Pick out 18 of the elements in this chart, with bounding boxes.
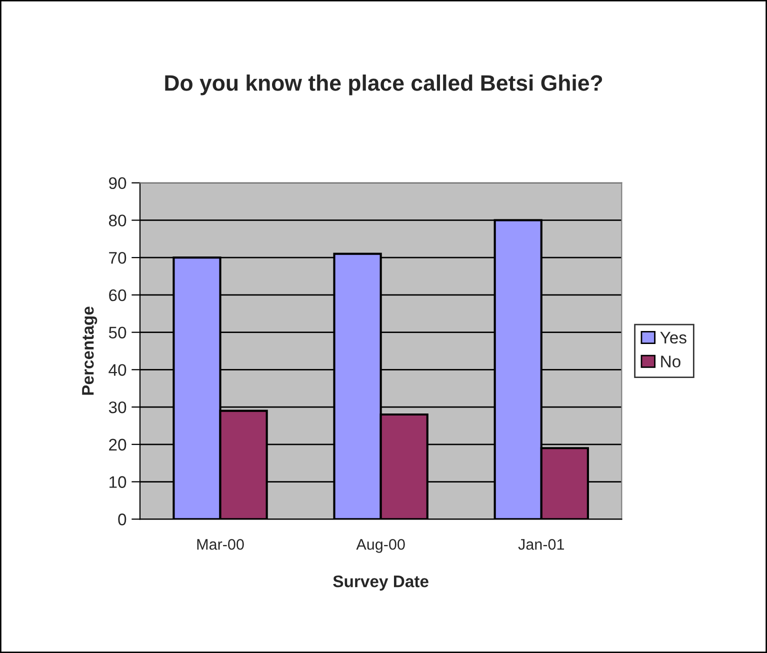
x-tick-label: Aug-00 [356, 538, 405, 553]
legend-label: No [661, 356, 680, 368]
chart-title: Do you know the place called Betsi Ghie? [165, 74, 602, 96]
y-tick-label: 40 [108, 364, 126, 376]
x-tick-label: Jan-01 [518, 538, 564, 550]
x-axis-title: Survey Date [333, 575, 428, 591]
y-tick-label: 50 [108, 326, 126, 339]
y-tick-label: 80 [108, 214, 126, 226]
y-tick-label: 10 [110, 476, 126, 488]
y-tick-label: 0 [118, 514, 126, 526]
y-tick-label: 90 [109, 177, 126, 190]
y-tick-label: 20 [109, 438, 126, 451]
y-tick-label: 70 [109, 252, 126, 264]
x-tick-label: Mar-00 [197, 538, 244, 550]
y-tick-label: 60 [109, 289, 126, 302]
y-tick-label: 30 [108, 401, 126, 414]
y-axis-title: Percentage [82, 306, 98, 395]
legend-label: Yes [660, 332, 686, 344]
